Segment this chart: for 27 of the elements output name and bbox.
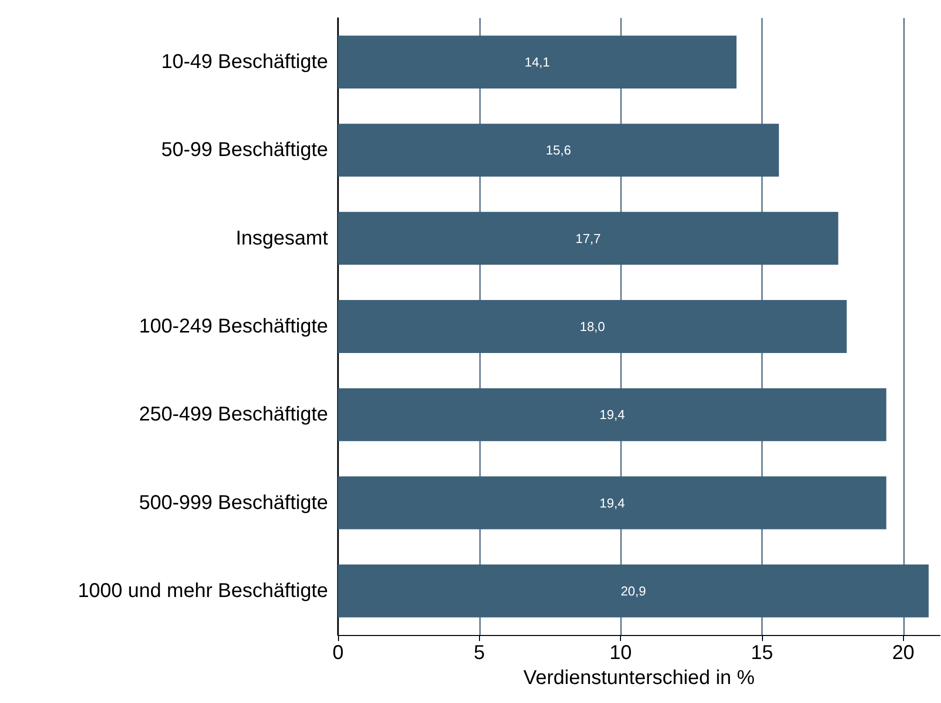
bar (338, 36, 737, 89)
data-label: 20,9 (620, 583, 646, 598)
x-axis-title: Verdienstunterschied in % (523, 666, 755, 689)
data-label: 17,7 (575, 230, 601, 246)
y-tick-label: 50-99 Beschäftigte (161, 139, 328, 162)
x-tick-label: 0 (332, 642, 344, 664)
data-label: 19,4 (599, 495, 625, 510)
y-tick-label: 10-49 Beschäftigte (161, 51, 328, 74)
x-tick-label: 20 (892, 642, 914, 664)
bar (338, 388, 886, 442)
data-label: 15,6 (546, 142, 572, 158)
bar (338, 564, 929, 618)
bar (338, 300, 847, 353)
x-tick-label: 10 (610, 642, 632, 664)
y-tick-label: 100-249 Beschäftigte (138, 316, 328, 338)
data-label: 19,4 (599, 407, 625, 422)
bar (338, 212, 838, 265)
x-tick-label: 5 (474, 642, 485, 664)
y-tick-label: 500-999 Beschäftigte (138, 492, 328, 514)
y-tick-label: 250-499 Beschäftigte (138, 404, 328, 426)
bar (338, 476, 886, 530)
bar (338, 124, 779, 177)
y-tick-label: Insgesamt (236, 227, 328, 250)
x-tick-label: 15 (750, 642, 774, 664)
y-tick-label: 1000 und mehr Beschäftigte (78, 580, 328, 602)
data-label: 18,0 (580, 319, 606, 334)
data-label: 14,1 (524, 54, 550, 70)
